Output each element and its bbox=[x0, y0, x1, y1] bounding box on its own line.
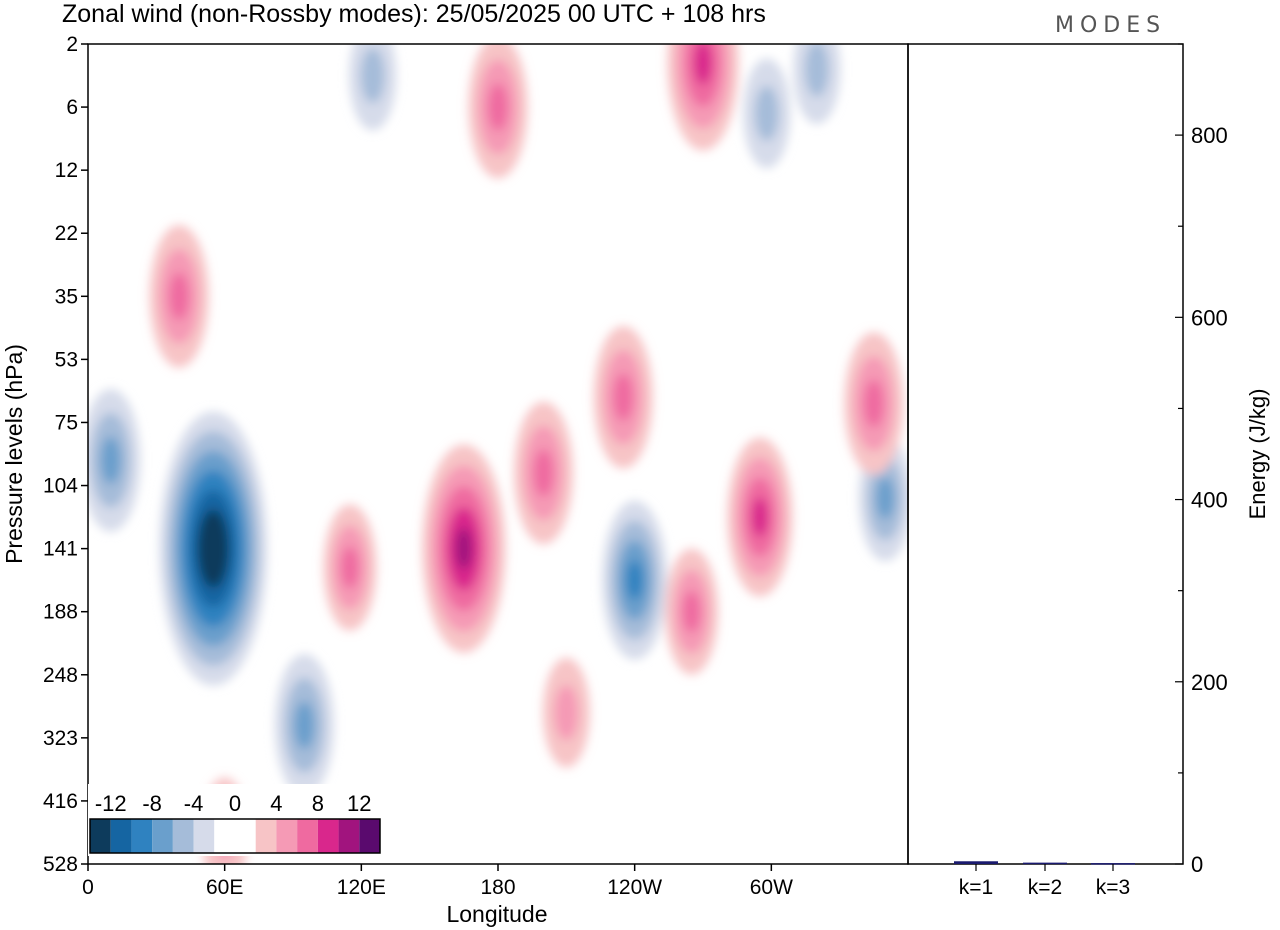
pressure-axis: 2 6 12 22 35 53 75 104 141 188 248 323 416 528 bbox=[43, 33, 88, 876]
colorbar-swatch bbox=[338, 819, 360, 853]
y-tick-label: 188 bbox=[43, 601, 78, 624]
energy-bar bbox=[1091, 863, 1135, 865]
contour-region bbox=[694, 44, 712, 85]
contour-region bbox=[360, 48, 385, 103]
contour-region bbox=[751, 497, 769, 537]
x-tick-label: 120W bbox=[607, 876, 662, 899]
y-axis-label: Pressure levels (hPa) bbox=[1, 344, 27, 564]
y-tick-label: 6 bbox=[66, 96, 78, 119]
y-tick-label: 416 bbox=[43, 790, 78, 813]
colorbar-swatch bbox=[214, 819, 235, 853]
energy-tick-label: 200 bbox=[1191, 670, 1228, 695]
x-tick-label: 120E bbox=[337, 876, 386, 899]
energy-panel-frame bbox=[907, 43, 1184, 865]
contour-region bbox=[805, 44, 829, 97]
contour-region bbox=[294, 701, 315, 749]
x-tick-label: 180 bbox=[480, 876, 515, 899]
y-tick-label: 22 bbox=[55, 222, 78, 245]
x-tick-label: 0 bbox=[82, 876, 94, 899]
colorbar-swatch bbox=[131, 819, 153, 853]
energy-category-label: k=1 bbox=[959, 876, 993, 899]
colorbar-swatch bbox=[152, 819, 173, 853]
colorbar-swatch bbox=[276, 819, 298, 853]
colorbar-label: -8 bbox=[142, 791, 162, 816]
x-tick-label: 60W bbox=[750, 876, 793, 899]
colorbar-swatch bbox=[172, 819, 194, 853]
y-tick-label: 104 bbox=[43, 475, 78, 498]
x-axis-label: Longitude bbox=[446, 901, 547, 927]
colorbar-swatch bbox=[317, 819, 339, 853]
contour-region bbox=[876, 477, 895, 520]
contour-region bbox=[554, 685, 579, 741]
colorbar-swatch bbox=[193, 819, 215, 853]
contour-region bbox=[455, 527, 473, 570]
x-tick-label: 60E bbox=[206, 876, 243, 899]
colorbar-label: 4 bbox=[270, 791, 282, 816]
contour-region bbox=[533, 449, 554, 497]
colorbar-swatch bbox=[255, 819, 277, 853]
y-tick-label: 53 bbox=[55, 348, 78, 371]
colorbar-label: 0 bbox=[229, 791, 241, 816]
modes-logo: MODES bbox=[1055, 13, 1166, 38]
y-tick-label: 35 bbox=[55, 285, 78, 308]
chart-title: Zonal wind (non-Rossby modes): 25/05/202… bbox=[62, 0, 766, 28]
longitude-axis: 0 60E 120E 180 120W 60W bbox=[82, 864, 793, 899]
y-tick-label: 75 bbox=[55, 411, 78, 434]
contour-region bbox=[626, 560, 643, 601]
colorbar-swatch bbox=[235, 819, 256, 853]
contour-region bbox=[613, 373, 634, 421]
contour-region bbox=[205, 529, 221, 569]
energy-tick-label: 400 bbox=[1191, 488, 1228, 513]
energy-axis-label: Energy (J/kg) bbox=[1245, 389, 1270, 520]
colorbar: -12 -8 -4 0 4 8 12 bbox=[88, 784, 382, 856]
energy-bar bbox=[1023, 862, 1067, 865]
energy-tick-label: 600 bbox=[1191, 305, 1228, 330]
colorbar-label: -12 bbox=[95, 791, 127, 816]
colorbar-swatch bbox=[90, 819, 111, 853]
colorbar-label: -4 bbox=[184, 791, 204, 816]
contour-region bbox=[863, 379, 884, 428]
contour-region bbox=[100, 436, 121, 485]
colorbar-swatch bbox=[297, 819, 318, 853]
colorbar-label: 8 bbox=[312, 791, 324, 816]
energy-category-label: k=2 bbox=[1028, 876, 1062, 899]
colorbar-swatch bbox=[359, 819, 380, 853]
contour-region bbox=[488, 83, 508, 131]
contour-region bbox=[682, 590, 701, 633]
colorbar-swatch bbox=[110, 819, 132, 853]
contour-region bbox=[341, 546, 359, 589]
y-tick-label: 248 bbox=[43, 664, 78, 687]
energy-bar bbox=[954, 861, 998, 864]
energy-tick-label: 800 bbox=[1191, 123, 1228, 148]
colorbar-frame bbox=[89, 818, 381, 854]
colorbar-label: 12 bbox=[347, 791, 371, 816]
y-tick-label: 528 bbox=[43, 853, 78, 876]
y-tick-label: 323 bbox=[43, 727, 78, 750]
energy-tick-label: 0 bbox=[1191, 852, 1203, 877]
wind-field bbox=[88, 44, 908, 864]
y-tick-label: 2 bbox=[66, 33, 78, 56]
y-tick-label: 141 bbox=[43, 538, 78, 561]
contour-region bbox=[755, 85, 779, 141]
y-tick-label: 12 bbox=[55, 159, 78, 182]
energy-bar-chart: 0 200 400 600 800 k=1 k=2 k=3 bbox=[954, 43, 1228, 899]
energy-category-label: k=3 bbox=[1096, 876, 1130, 899]
contour-region bbox=[169, 272, 189, 321]
